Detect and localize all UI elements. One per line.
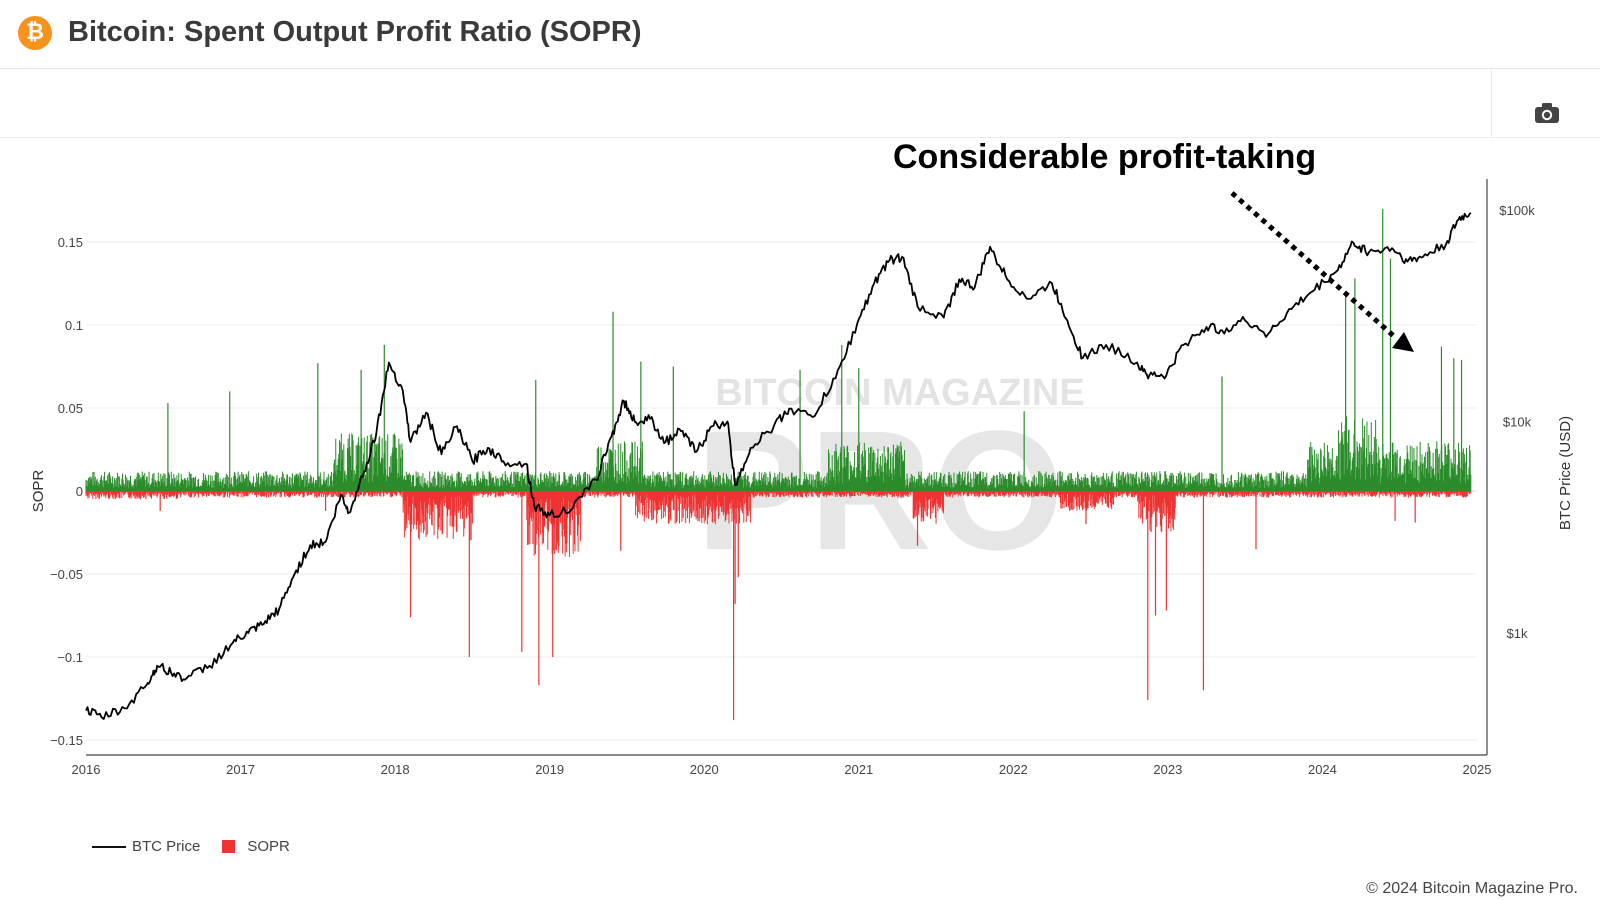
y-left-tick-label: −0.1 [57, 650, 83, 665]
annotation-arrow [1230, 191, 1414, 352]
legend-price-swatch[interactable] [92, 845, 126, 848]
sopr-bars [85, 208, 1472, 721]
x-tick-label: 2019 [535, 762, 564, 777]
annotation-arrow-head [1392, 332, 1414, 352]
x-tick-label: 2023 [1153, 762, 1182, 777]
y-left-tick-label: 0 [76, 484, 83, 499]
y-right-tick-label: $100k [1499, 203, 1535, 218]
annotation-text: Considerable profit-taking [893, 138, 1317, 176]
btc-price-series [85, 212, 1472, 720]
y-right-axis-title: BTC Price (USD) [1557, 416, 1574, 530]
legend-price-label[interactable]: BTC Price [132, 838, 201, 855]
toolbar-divider [1491, 69, 1492, 137]
chart-header: ₿ Bitcoin: Spent Output Profit Ratio (SO… [0, 0, 1600, 69]
legend-sopr-label[interactable]: SOPR [247, 838, 290, 855]
legend-sopr-swatch[interactable] [222, 840, 236, 853]
x-tick-label: 2025 [1463, 762, 1492, 777]
y-left-tick-label: −0.15 [50, 733, 83, 748]
y-left-tick-label: 0.1 [65, 318, 83, 333]
camera-icon[interactable] [1534, 102, 1560, 124]
y-left-axis-title: SOPR [30, 470, 47, 513]
x-tick-label: 2020 [690, 762, 719, 777]
x-tick-label: 2018 [381, 762, 410, 777]
y-left-tick-label: 0.05 [58, 401, 83, 416]
y-right-tick-label: $10k [1503, 415, 1532, 430]
annotation-arrow-line [1230, 191, 1398, 340]
chart-toolbar [0, 69, 1600, 138]
bitcoin-icon: ₿ [18, 16, 52, 50]
btc-price-line [85, 212, 1472, 720]
page-title: Bitcoin: Spent Output Profit Ratio (SOPR… [68, 16, 642, 48]
sopr-chart: BITCOIN MAGAZINEPRO 0.150.10.050−0.05−0.… [30, 179, 1574, 777]
copyright: © 2024 Bitcoin Magazine Pro. [1366, 880, 1578, 897]
x-tick-label: 2017 [226, 762, 255, 777]
x-tick-label: 2021 [844, 762, 873, 777]
legend: BTC Price SOPR [92, 838, 290, 855]
axes: 0.15 0.1 0.05 0 −0.05 −0.1 −0.15 $1k $10k $100k 20… [30, 179, 1574, 777]
x-tick-label: 2016 [72, 762, 101, 777]
y-left-tick-label: 0.15 [58, 235, 83, 250]
y-right-tick-label: $1k [1507, 626, 1528, 641]
watermark-text: BITCOIN MAGAZINE [715, 372, 1084, 414]
x-tick-label: 2024 [1308, 762, 1337, 777]
x-tick-label: 2022 [999, 762, 1028, 777]
y-left-tick-label: −0.05 [50, 567, 83, 582]
